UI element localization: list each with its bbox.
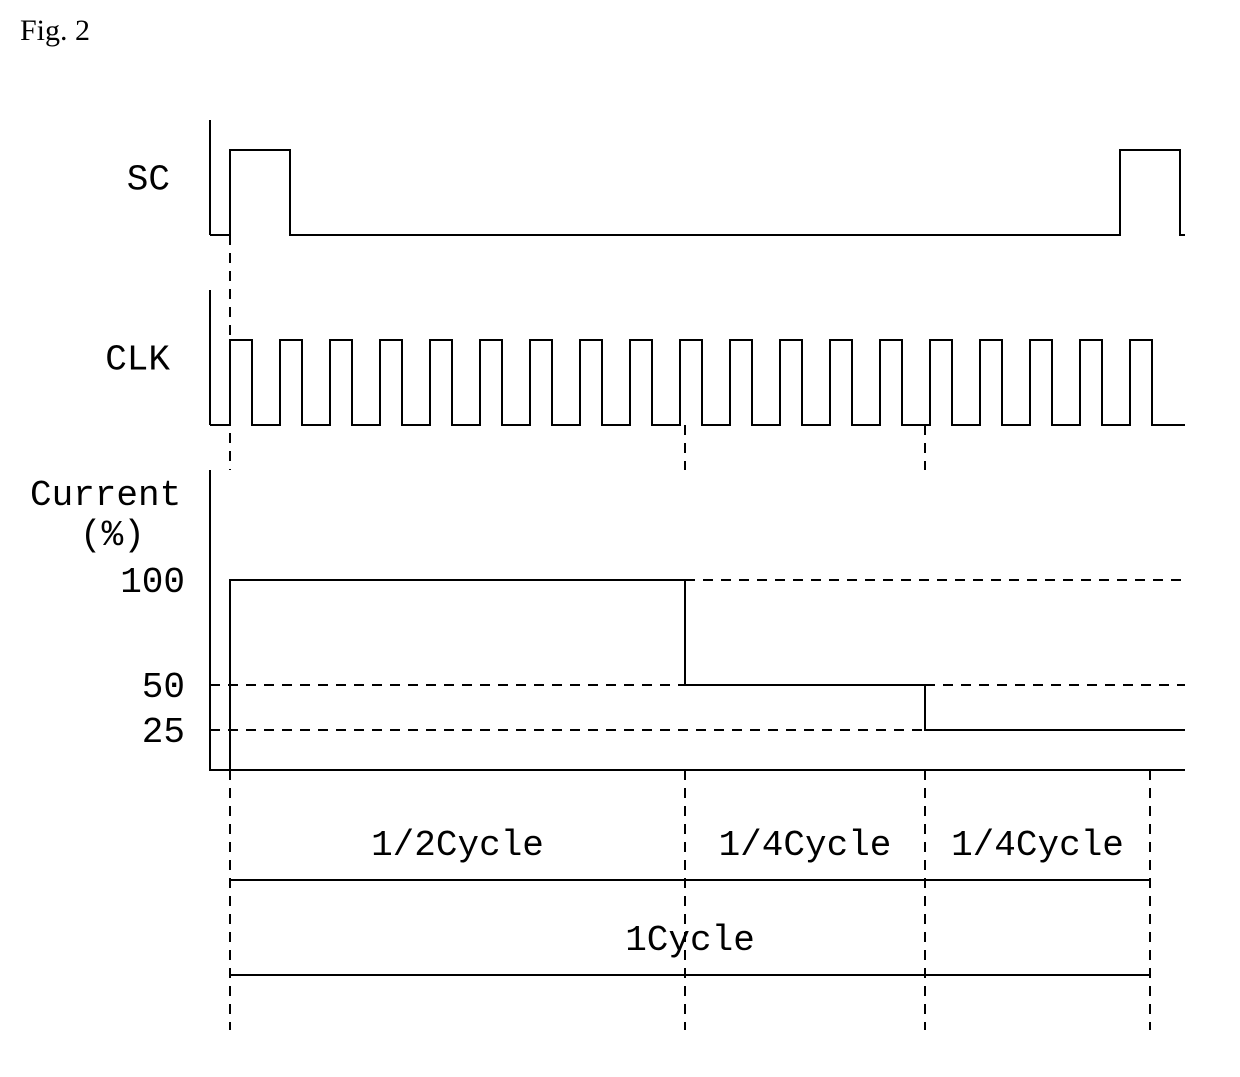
- current-tick-100: 100: [120, 562, 185, 603]
- sc-label: SC: [127, 160, 170, 201]
- label-full-cycle: 1Cycle: [625, 920, 755, 961]
- current-axis: [210, 470, 1185, 770]
- label-q2-cycle: 1/4Cycle: [951, 825, 1124, 866]
- label-half-cycle: 1/2Cycle: [371, 825, 544, 866]
- current-waveform: [230, 580, 1185, 770]
- clk-waveform: [210, 340, 1185, 425]
- current-tick-50: 50: [142, 667, 185, 708]
- clk-label: CLK: [105, 340, 170, 381]
- current-label-2: (%): [80, 515, 145, 556]
- figure-label: Fig. 2: [20, 14, 90, 47]
- sc-waveform: [210, 150, 1185, 235]
- label-q1-cycle: 1/4Cycle: [719, 825, 892, 866]
- current-label-1: Current: [30, 475, 181, 516]
- timing-diagram: Fig. 2 SC CLK Current(%) 100 5025 1/2Cycle 1/4C…: [0, 0, 1240, 1077]
- current-tick-25: 25: [142, 712, 185, 753]
